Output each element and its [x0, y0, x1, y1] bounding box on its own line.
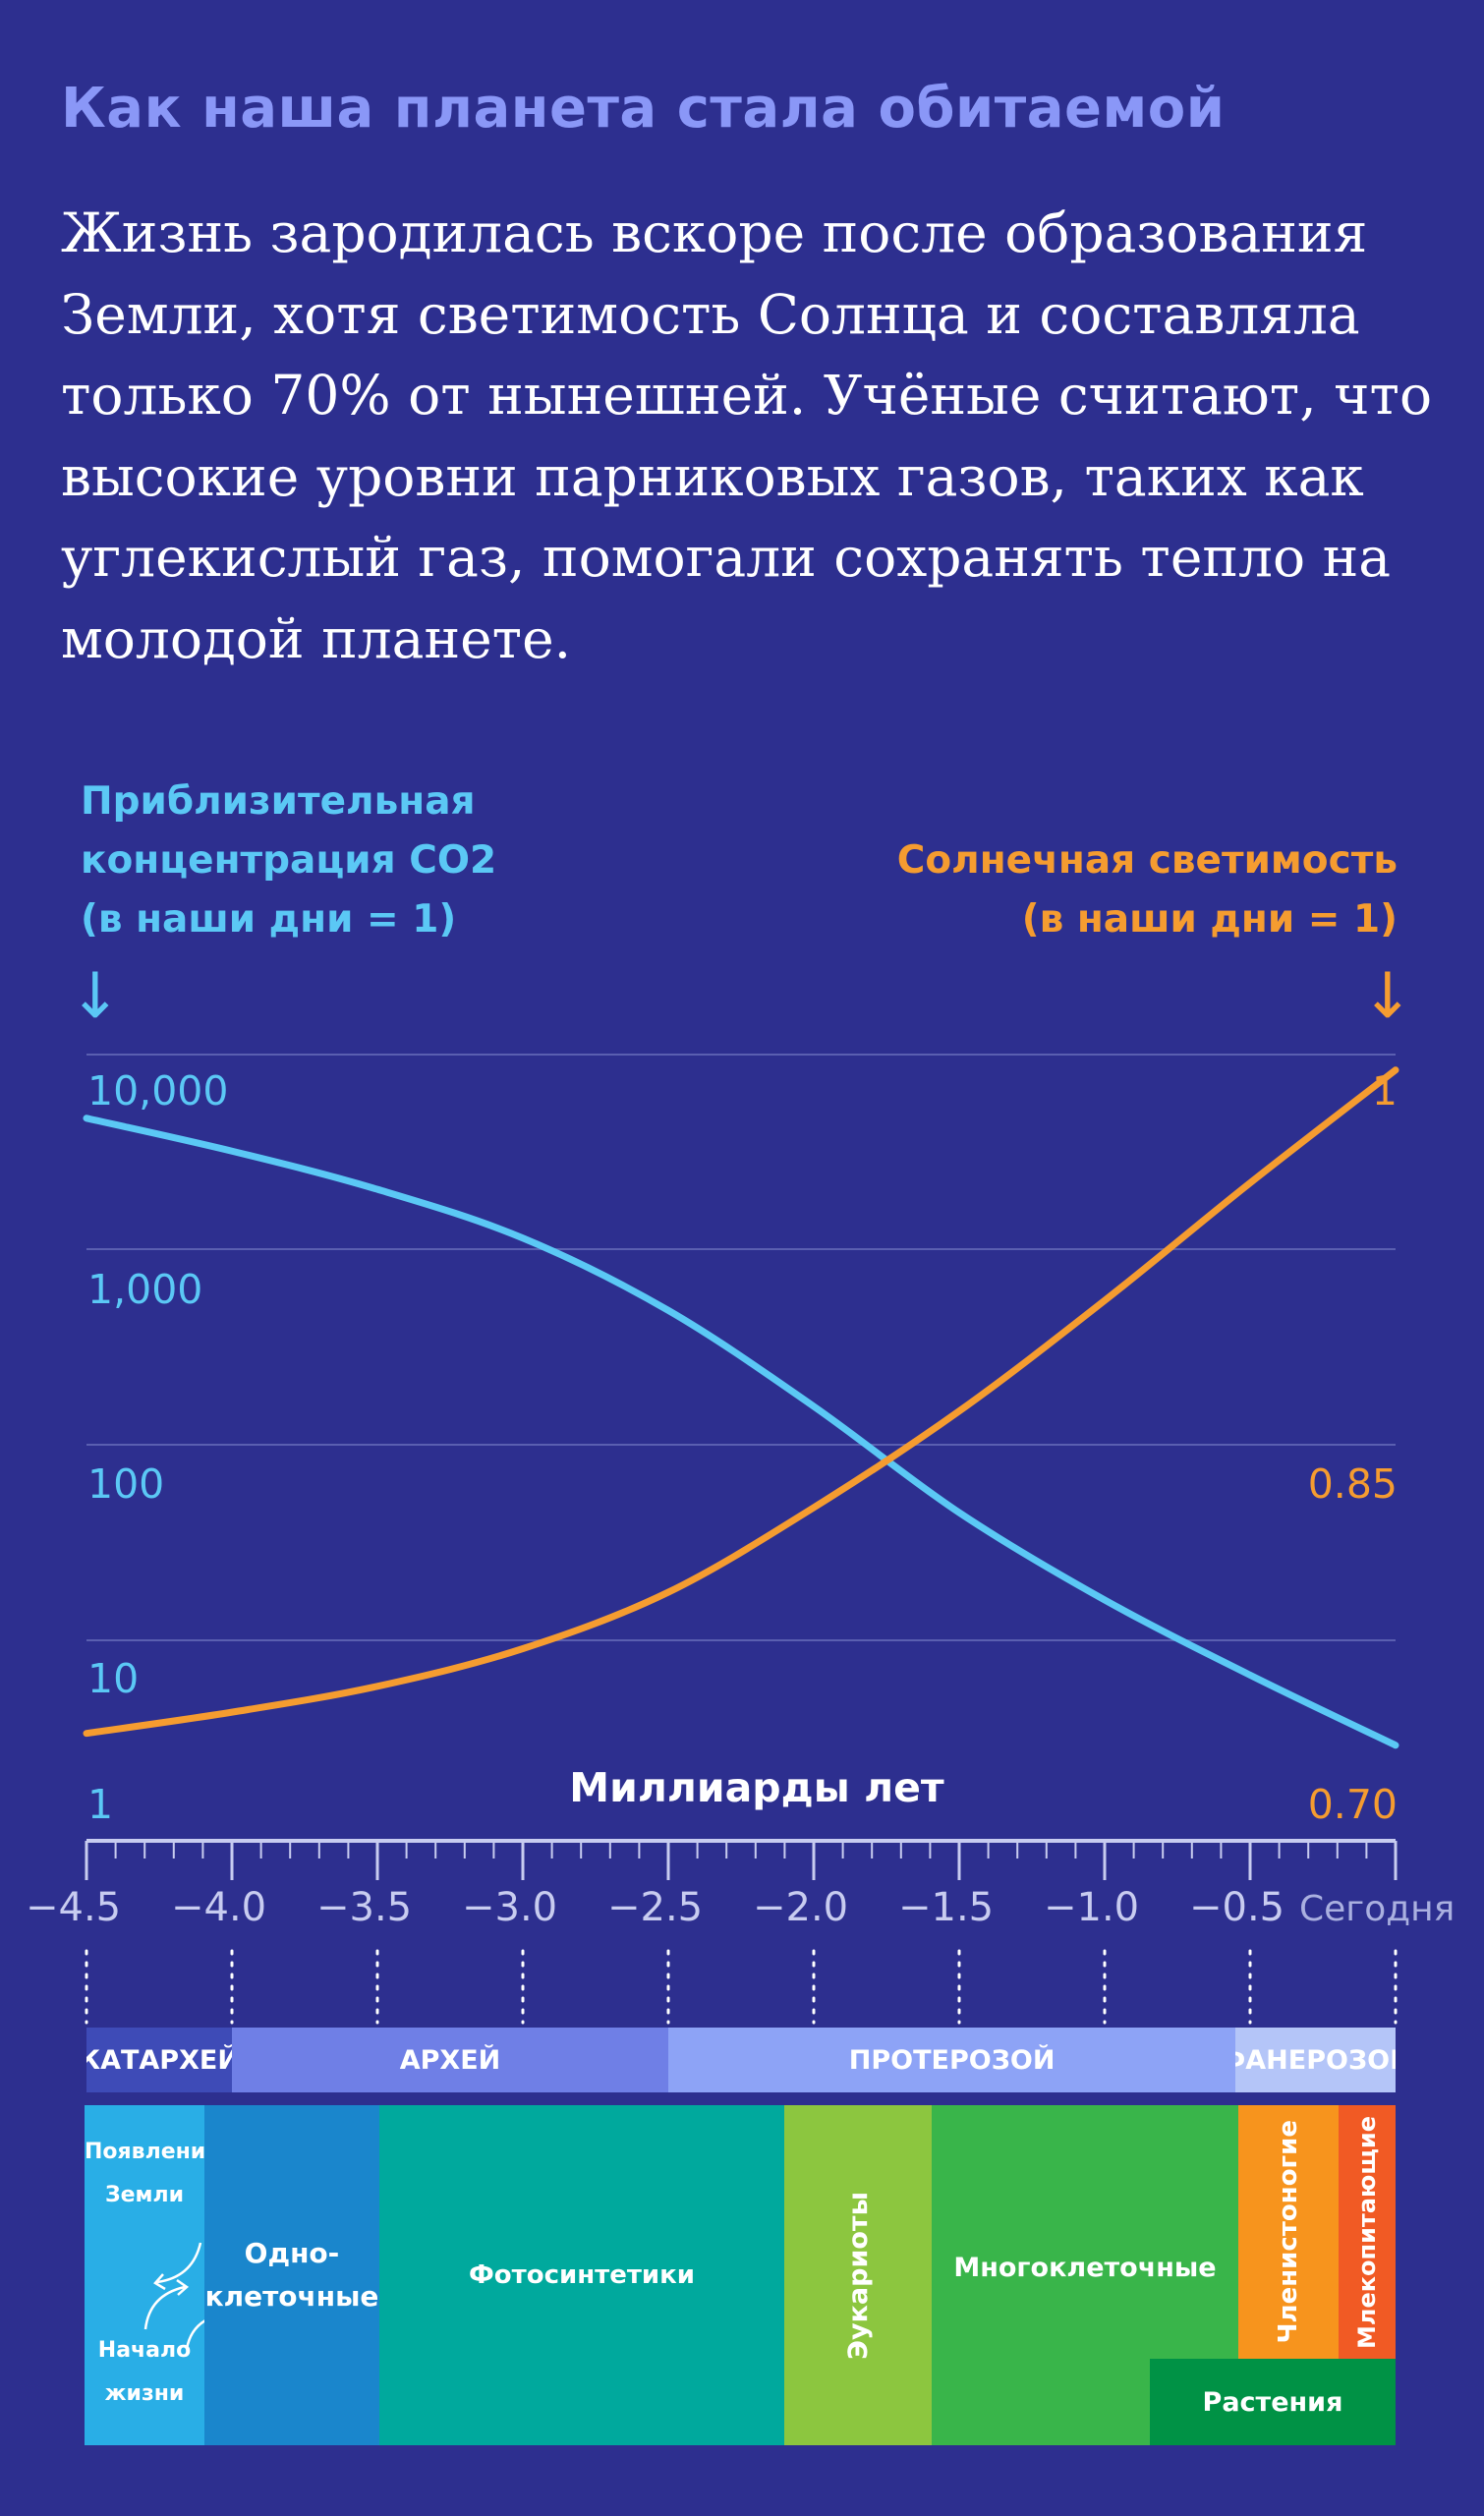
- x-tick-label: −1.0: [1044, 1885, 1140, 1930]
- eon-segment: ПРОТЕРОЗОЙ: [668, 2028, 1236, 2092]
- arthropods-block: Членистоногие: [1238, 2105, 1339, 2359]
- co2-tick-label: 1: [87, 1781, 114, 1828]
- multicellular-label: Многоклеточные: [953, 2253, 1217, 2283]
- luminosity-tick-label: 0.70: [1307, 1781, 1398, 1828]
- x-tick-label: −2.0: [753, 1885, 849, 1930]
- unicellular-label: Одно- клеточные: [204, 2237, 379, 2313]
- luminosity-axis-title-line: Солнечная светимость: [896, 838, 1398, 883]
- x-tick-label: −4.5: [26, 1885, 122, 1930]
- eukaryotes-block: Эукариоты: [784, 2105, 932, 2445]
- eukaryotes-label: Эукариоты: [842, 2191, 874, 2360]
- luminosity-axis-title: Солнечная светимость (в наши дни = 1): [897, 831, 1398, 949]
- curved-arrow-icon: [143, 2278, 190, 2330]
- x-tick-label: −3.5: [316, 1885, 413, 1930]
- co2-tick-label: 10: [87, 1655, 140, 1702]
- x-tick-label: −0.5: [1189, 1885, 1285, 1930]
- earth-formation-label: Земли: [104, 2183, 185, 2207]
- luminosity-series-line: [83, 1066, 1399, 1738]
- eon-segment: ФАНЕРОЗОЙ: [1235, 2028, 1396, 2092]
- arrow-down-icon: ↓: [1361, 960, 1414, 1033]
- life-start-label: жизни: [104, 2381, 185, 2406]
- co2-axis-title: Приблизительная концентрация CO2 (в наши…: [81, 772, 496, 949]
- luminosity-axis-title-line: (в наши дни = 1): [1021, 897, 1398, 942]
- life-start-label: Начало: [97, 2338, 192, 2363]
- photosynthetics-block: Фотосинтетики: [379, 2105, 784, 2445]
- series-layer: [83, 1066, 1399, 1749]
- co2-axis-title-line: Приблизительная: [81, 779, 476, 824]
- mammals-label: Млекопитающие: [1353, 2115, 1381, 2349]
- co2-series-line: [83, 1115, 1399, 1749]
- x-axis-title: Миллиарды лет: [569, 1764, 944, 1811]
- co2-axis-title-line: (в наши дни = 1): [81, 897, 457, 942]
- plants-block: Растения: [1150, 2359, 1396, 2445]
- co2-axis-title-line: концентрация CO2: [81, 838, 497, 883]
- intro-paragraph: Жизнь зародилась вскоре после образовани…: [61, 201, 1433, 670]
- x-tick-label: −4.0: [171, 1885, 267, 1930]
- co2-tick-label: 10,000: [87, 1067, 229, 1115]
- x-axis: [85, 1839, 1398, 2025]
- plants-label: Растения: [1202, 2386, 1343, 2418]
- co2-tick-label: 100: [87, 1460, 165, 1508]
- x-tick-label: −1.5: [898, 1885, 995, 1930]
- eon-segment: КАТАРХЕЙ: [86, 2028, 232, 2092]
- page-title: Как наша планета стала обитаемой: [61, 77, 1226, 141]
- unicellular-block: Одно- клеточные: [204, 2105, 379, 2445]
- luminosity-tick-label: 0.85: [1307, 1460, 1398, 1508]
- x-tick-label: −3.0: [462, 1885, 558, 1930]
- curved-arrow-icon: [153, 2242, 204, 2350]
- photosynthetics-label: Фотосинтетики: [468, 2260, 696, 2290]
- arthropods-label: Членистоногие: [1274, 2120, 1303, 2344]
- x-tick-label: Сегодня: [1299, 1889, 1455, 1929]
- mammals-block: Млекопитающие: [1339, 2105, 1396, 2359]
- eon-segment: АРХЕЙ: [232, 2028, 668, 2092]
- origin-block: Появление Земли Начало жизни: [85, 2105, 204, 2445]
- earth-formation-label: Появление: [85, 2140, 204, 2164]
- arrow-down-icon: ↓: [69, 960, 122, 1033]
- x-tick-label: −2.5: [607, 1885, 704, 1930]
- co2-tick-label: 1,000: [87, 1266, 203, 1313]
